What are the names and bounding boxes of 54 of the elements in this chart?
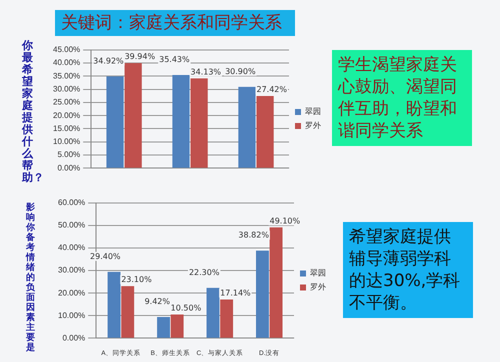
legend-label: 罗外 xyxy=(310,282,326,292)
bar xyxy=(108,272,121,338)
bar xyxy=(190,78,208,168)
bar xyxy=(121,286,134,338)
legend-label: 翠园 xyxy=(310,268,326,278)
y-tick-label: 10.00% xyxy=(52,137,80,146)
bar xyxy=(157,316,170,338)
data-label: 38.82% xyxy=(238,230,270,240)
y-tick-label: 0.00% xyxy=(57,163,80,172)
y-tick-label: 0.00% xyxy=(62,333,86,342)
y-tick-label: 5.00% xyxy=(57,150,80,160)
y-tick-label: 25.00% xyxy=(52,98,80,107)
text: 学生渴望家庭关心鼓励、渴望同伴互助，盼望和谐同学关系 xyxy=(332,50,472,146)
y-tick-label: 60.00% xyxy=(58,198,86,208)
y-tick-label: 10.00% xyxy=(58,310,86,320)
bar xyxy=(256,250,269,338)
legend-label: 翠园 xyxy=(305,107,321,116)
legend-label: 罗外 xyxy=(305,121,321,130)
data-label: 17.14% xyxy=(220,288,252,298)
bar xyxy=(172,74,190,168)
data-label: 39.94% xyxy=(124,52,156,62)
y-tick-label: 30.00% xyxy=(52,84,80,94)
bar xyxy=(124,63,142,168)
bar xyxy=(106,76,124,168)
y-tick-label: 15.00% xyxy=(52,124,80,133)
y-tick-label: 40.00% xyxy=(58,243,86,252)
data-label: 34.92% xyxy=(93,56,124,66)
data-label: 49.10% xyxy=(270,216,301,226)
data-label: 9.42% xyxy=(144,297,170,306)
y-tick-label: 45.00% xyxy=(52,45,80,54)
data-label: 35.43% xyxy=(159,55,190,64)
bar xyxy=(238,86,256,168)
data-label: 29.40% xyxy=(90,252,121,261)
bar xyxy=(206,288,220,338)
bar xyxy=(170,314,184,338)
bar xyxy=(220,300,234,338)
y-tick-label: 20.00% xyxy=(52,110,80,120)
chart-title: 关键词：家庭关系和同学关系 xyxy=(55,10,295,36)
y-tick-label: 30.00% xyxy=(58,266,86,275)
bar xyxy=(270,227,283,338)
y-tick-label: 50.00% xyxy=(58,220,86,230)
data-label: 22.30% xyxy=(188,268,220,277)
y-tick-label: 20.00% xyxy=(58,288,86,298)
data-label: 23.10% xyxy=(121,275,152,284)
text: 影响你备考情绪的负面因素主要是 xyxy=(26,203,35,353)
text: 你最希望家庭提供什么帮助？ xyxy=(22,39,44,184)
bar xyxy=(256,96,274,168)
data-label: 27.42% xyxy=(256,85,288,94)
text: 希望家庭提供辅导薄弱学科的达30%,学科不平衡。 xyxy=(343,222,473,318)
y-tick-label: 35.00% xyxy=(52,71,80,80)
data-label: 34.13% xyxy=(190,67,222,76)
data-label: 30.90% xyxy=(225,66,256,76)
data-label: 10.50% xyxy=(170,304,202,313)
y-tick-label: 40.00% xyxy=(52,58,80,68)
